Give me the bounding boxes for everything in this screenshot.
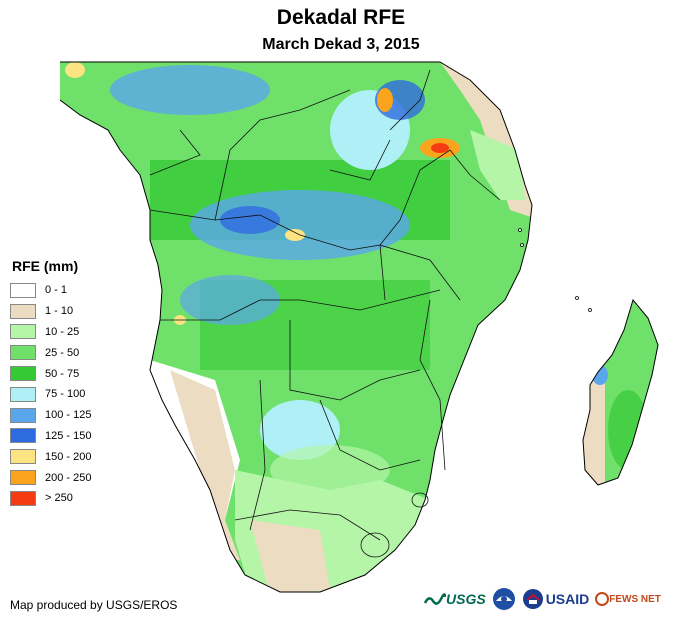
legend-items: 0 - 1 1 - 10 10 - 25 25 - 50 50 - 75 75 - 100… (10, 280, 130, 509)
credit-text: Map produced by USGS/EROS (10, 598, 178, 612)
legend-item: 150 - 200 (10, 446, 130, 467)
legend-swatch (10, 428, 36, 444)
usaid-logo: USAID (522, 588, 590, 610)
legend-item: 125 - 150 (10, 426, 130, 447)
legend-item: 0 - 1 (10, 280, 130, 301)
legend-swatch (10, 282, 36, 298)
legend-swatch (10, 449, 36, 465)
legend-item: 200 - 250 (10, 467, 130, 488)
usgs-wordmark: USGS (446, 591, 486, 607)
legend-label: 1 - 10 (45, 305, 74, 318)
usgs-wave-icon (424, 593, 446, 605)
legend-title: RFE (mm) (12, 258, 79, 274)
legend-swatch (10, 345, 36, 361)
legend-item: 100 - 125 (10, 405, 130, 426)
fews-net-wordmark: FEWS NET (609, 593, 661, 605)
legend-swatch (10, 490, 36, 506)
legend-item: 10 - 25 (10, 322, 130, 343)
agency-logos: USGS USAID FEWS NET (424, 583, 676, 615)
legend-label: 150 - 200 (45, 450, 92, 463)
legend-label: 100 - 125 (45, 409, 92, 422)
map-title: Dekadal RFE (276, 6, 406, 29)
noaa-emblem-icon (492, 588, 515, 610)
legend-item: > 250 (10, 488, 130, 509)
madagascar-outline (582, 298, 659, 486)
legend-item: 1 - 10 (10, 301, 130, 322)
madagascar-rainfall (583, 300, 658, 485)
islands (518, 228, 592, 312)
legend-item: 75 - 100 (10, 384, 130, 405)
legend-swatch (10, 470, 36, 486)
map-subtitle: March Dekad 3, 2015 (262, 36, 420, 53)
legend-label: 125 - 150 (45, 429, 92, 442)
fews-net-logo: FEWS NET (595, 592, 661, 606)
mainland-outline (59, 61, 533, 593)
country-borders (149, 69, 501, 558)
legend-label: 25 - 50 (45, 346, 80, 359)
usaid-seal-icon (522, 589, 543, 609)
legend-swatch (10, 324, 36, 340)
fews-net-icon (595, 592, 610, 606)
legend-label: > 250 (45, 492, 73, 505)
legend-item: 25 - 50 (10, 342, 130, 363)
noaa-logo (492, 587, 516, 611)
legend-item: 50 - 75 (10, 363, 130, 384)
legend-swatch (10, 366, 36, 382)
legend-label: 75 - 100 (45, 388, 86, 401)
legend-label: 10 - 25 (45, 325, 80, 338)
legend-swatch (10, 386, 36, 402)
legend-label: 50 - 75 (45, 367, 80, 380)
legend-swatch (10, 407, 36, 423)
usaid-wordmark: USAID (545, 591, 590, 607)
legend-label: 200 - 250 (45, 471, 92, 484)
usgs-logo: USGS (424, 591, 486, 607)
legend-label: 0 - 1 (45, 284, 68, 297)
legend: RFE (mm) 0 - 1 1 - 10 10 - 25 25 - 50 50 - 7… (10, 258, 130, 509)
legend-swatch (10, 303, 36, 319)
